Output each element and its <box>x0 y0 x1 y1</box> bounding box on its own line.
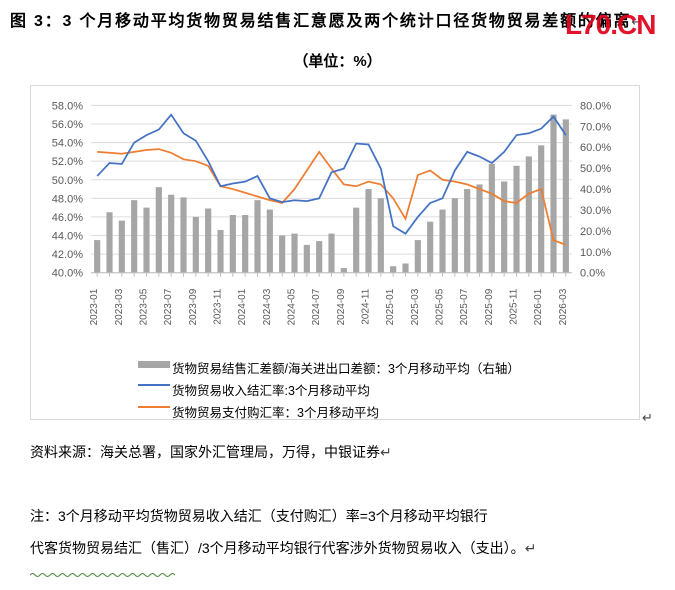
svg-text:2023-07: 2023-07 <box>163 288 174 325</box>
svg-text:2023-11: 2023-11 <box>213 288 224 324</box>
svg-text:44.0%: 44.0% <box>52 231 83 243</box>
svg-text:2025-05: 2025-05 <box>435 288 446 325</box>
svg-text:2024-07: 2024-07 <box>311 288 322 325</box>
svg-text:2024-11: 2024-11 <box>361 288 372 324</box>
svg-text:50.0%: 50.0% <box>580 163 611 175</box>
svg-text:2024-03: 2024-03 <box>262 288 273 325</box>
svg-text:50.0%: 50.0% <box>52 175 83 187</box>
svg-text:40.0%: 40.0% <box>580 184 611 196</box>
svg-text:40.0%: 40.0% <box>52 268 83 280</box>
svg-text:2025-03: 2025-03 <box>410 288 421 325</box>
svg-text:56.0%: 56.0% <box>52 119 83 131</box>
svg-text:2023-05: 2023-05 <box>139 288 150 325</box>
svg-text:0.0%: 0.0% <box>580 268 605 280</box>
svg-text:80.0%: 80.0% <box>580 100 611 112</box>
svg-text:10.0%: 10.0% <box>580 247 611 259</box>
svg-text:54.0%: 54.0% <box>52 138 83 150</box>
svg-text:42.0%: 42.0% <box>52 249 83 261</box>
svg-text:20.0%: 20.0% <box>580 226 611 238</box>
svg-text:2023-09: 2023-09 <box>188 288 199 325</box>
svg-text:58.0%: 58.0% <box>52 100 83 112</box>
svg-text:2024-05: 2024-05 <box>287 288 298 325</box>
svg-text:2024-09: 2024-09 <box>336 288 347 325</box>
svg-text:2025-09: 2025-09 <box>484 288 495 325</box>
svg-text:2023-01: 2023-01 <box>89 288 100 325</box>
svg-text:2026-01: 2026-01 <box>533 288 544 325</box>
svg-text:30.0%: 30.0% <box>580 205 611 217</box>
svg-text:2026-03: 2026-03 <box>558 288 569 325</box>
svg-text:46.0%: 46.0% <box>52 212 83 224</box>
svg-text:2025-01: 2025-01 <box>385 288 396 325</box>
svg-text:2025-07: 2025-07 <box>459 288 470 325</box>
svg-text:70.0%: 70.0% <box>580 121 611 133</box>
svg-text:52.0%: 52.0% <box>52 156 83 168</box>
svg-text:60.0%: 60.0% <box>580 142 611 154</box>
svg-text:2023-03: 2023-03 <box>114 288 125 325</box>
svg-text:2024-01: 2024-01 <box>237 288 248 325</box>
svg-text:48.0%: 48.0% <box>52 193 83 205</box>
svg-text:2025-11: 2025-11 <box>509 288 520 324</box>
